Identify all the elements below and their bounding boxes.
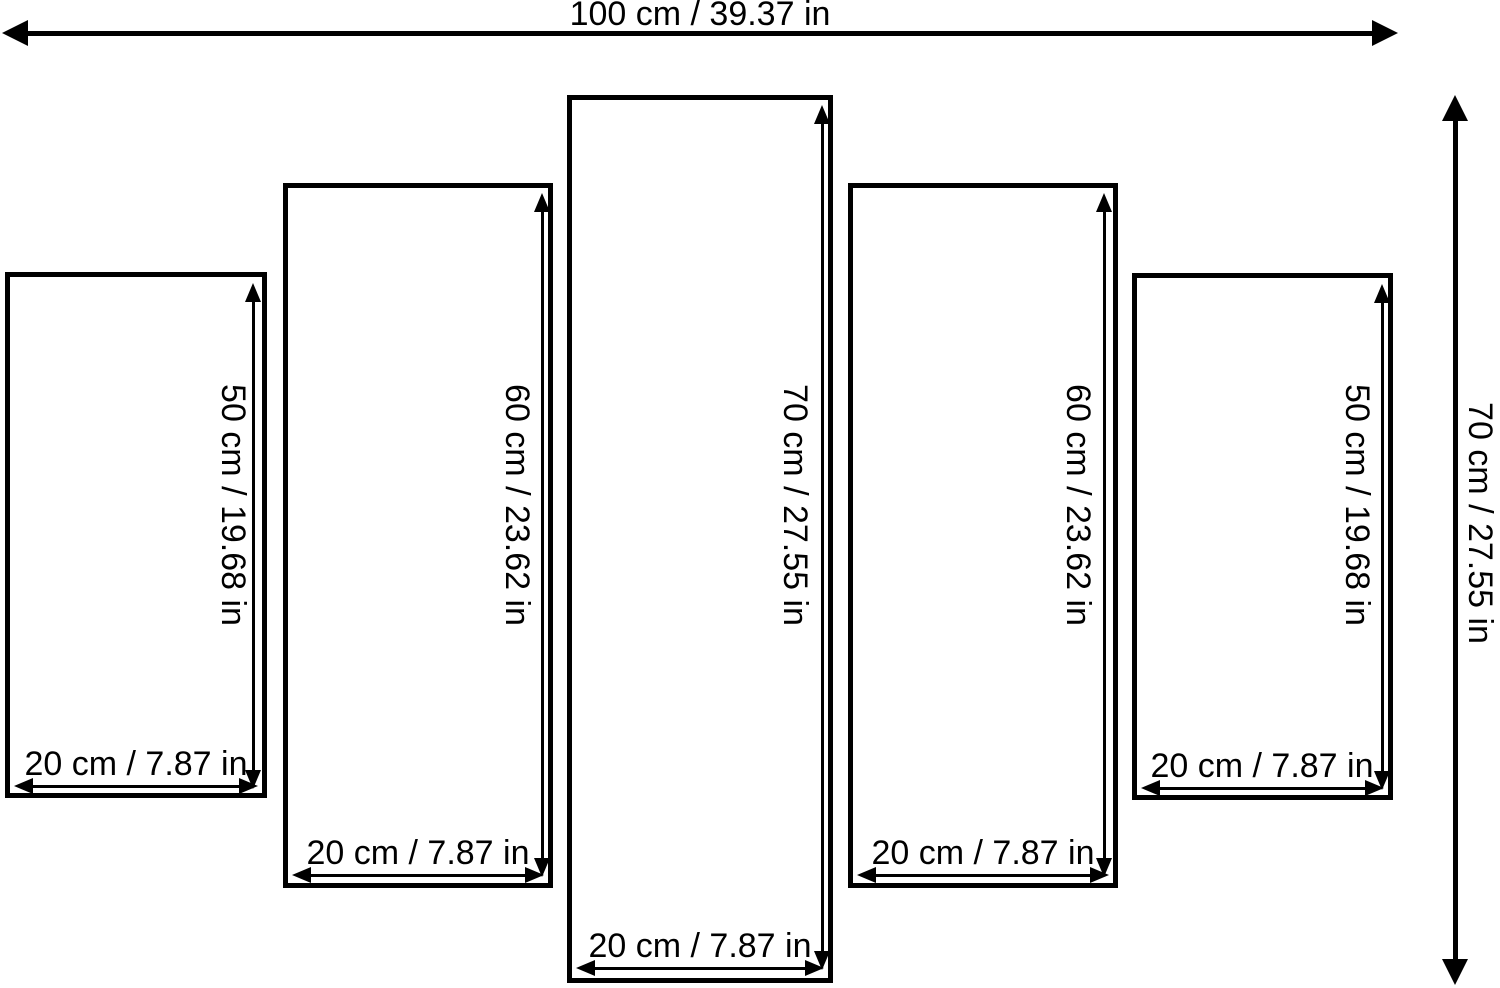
- canvas-panel-3: [567, 95, 833, 983]
- panel-1-width-label: 20 cm / 7.87 in: [24, 745, 248, 783]
- arrow-shaft: [590, 966, 810, 970]
- arrowhead-left-icon: [14, 778, 33, 794]
- arrow-shaft: [28, 784, 244, 788]
- arrowhead-right-icon: [1372, 20, 1398, 46]
- arrowhead-right-icon: [805, 960, 824, 976]
- canvas-panel-1: [5, 272, 267, 798]
- arrow-shaft: [22, 30, 1378, 36]
- arrowhead-up-icon: [534, 193, 550, 212]
- arrow-shaft: [1452, 115, 1458, 965]
- arrowhead-left-icon: [857, 867, 876, 883]
- arrowhead-up-icon: [245, 283, 261, 302]
- arrowhead-up-icon: [1096, 193, 1112, 212]
- panel-2-width-label: 20 cm / 7.87 in: [306, 834, 530, 872]
- arrow-shaft: [1102, 207, 1106, 863]
- panel-3-width-label: 20 cm / 7.87 in: [588, 927, 812, 965]
- arrow-shaft: [306, 873, 530, 877]
- arrowhead-left-icon: [292, 867, 311, 883]
- canvas-panel-5: [1132, 273, 1393, 800]
- panel-5-width-label: 20 cm / 7.87 in: [1150, 747, 1374, 785]
- arrow-shaft: [1380, 298, 1384, 776]
- arrow-shaft: [1155, 786, 1370, 790]
- arrow-shaft: [820, 119, 824, 956]
- canvas-panel-4: [848, 183, 1118, 888]
- arrow-shaft: [871, 873, 1095, 877]
- overall-height-label: 70 cm / 27.55 in: [1461, 402, 1499, 644]
- arrowhead-up-icon: [814, 105, 830, 124]
- arrowhead-left-icon: [576, 960, 595, 976]
- arrow-shaft: [251, 297, 255, 775]
- panel-1-height-label: 50 cm / 19.68 in: [214, 384, 252, 626]
- arrowhead-right-icon: [1365, 780, 1384, 796]
- panel-2-height-label: 60 cm / 23.62 in: [498, 384, 536, 626]
- arrowhead-down-icon: [1442, 959, 1468, 985]
- panel-3-height-label: 70 cm / 27.55 in: [776, 384, 814, 626]
- canvas-panel-2: [283, 183, 553, 888]
- arrowhead-left-icon: [1141, 780, 1160, 796]
- overall-width-label: 100 cm / 39.37 in: [569, 0, 831, 33]
- panel-4-width-label: 20 cm / 7.87 in: [871, 834, 1095, 872]
- panel-5-height-label: 50 cm / 19.68 in: [1338, 384, 1376, 626]
- arrowhead-right-icon: [239, 778, 258, 794]
- arrowhead-right-icon: [1090, 867, 1109, 883]
- panel-4-height-label: 60 cm / 23.62 in: [1059, 384, 1097, 626]
- arrowhead-right-icon: [525, 867, 544, 883]
- arrow-shaft: [540, 207, 544, 863]
- arrowhead-up-icon: [1374, 284, 1390, 303]
